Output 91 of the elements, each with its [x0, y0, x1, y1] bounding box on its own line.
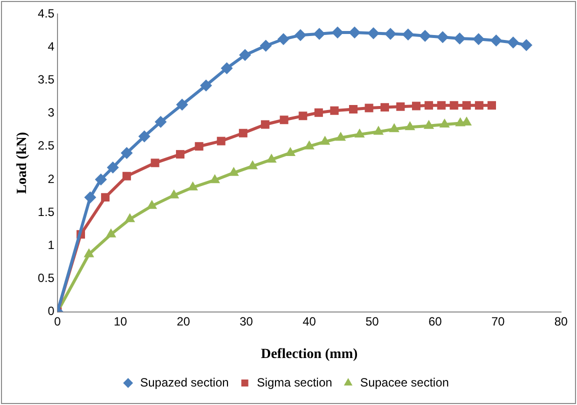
- point: [247, 160, 258, 170]
- point: [188, 181, 198, 190]
- point: [101, 193, 110, 202]
- point: [336, 132, 346, 141]
- point: [238, 128, 248, 138]
- point: [122, 172, 131, 180]
- point: [150, 158, 160, 168]
- x-tick-label: 10: [114, 314, 128, 328]
- point: [216, 136, 226, 146]
- x-tick-label: 20: [176, 314, 190, 328]
- point: [84, 248, 94, 258]
- point: [304, 140, 314, 150]
- point: [404, 121, 416, 130]
- x-axis-title: Deflection (mm): [260, 347, 358, 362]
- point: [424, 120, 434, 129]
- point: [490, 34, 502, 46]
- point: [507, 36, 520, 48]
- point: [266, 154, 277, 163]
- point: [277, 33, 290, 46]
- y-tick-label: 3: [48, 106, 55, 120]
- point: [176, 98, 188, 111]
- point: [285, 146, 296, 156]
- point: [106, 228, 116, 238]
- x-tick-label: 30: [240, 314, 254, 328]
- point: [194, 142, 204, 151]
- legend-label: Sigma section: [256, 375, 332, 390]
- point: [364, 104, 374, 112]
- point: [94, 173, 107, 186]
- point: [402, 28, 414, 41]
- point: [138, 130, 150, 142]
- point: [472, 33, 485, 46]
- point: [380, 103, 390, 112]
- point: [124, 213, 136, 222]
- point: [154, 116, 167, 128]
- point: [419, 30, 432, 42]
- point: [313, 28, 326, 40]
- point: [520, 39, 532, 52]
- point: [439, 118, 450, 128]
- point: [200, 79, 212, 92]
- point: [298, 112, 308, 120]
- y-tick-label: 0: [48, 304, 55, 318]
- y-tick-label: 3.5: [38, 72, 55, 86]
- point: [354, 128, 365, 138]
- point: [220, 62, 233, 74]
- point: [462, 101, 471, 110]
- x-tick-label: 70: [491, 314, 506, 328]
- point: [412, 102, 420, 110]
- point: [314, 108, 323, 117]
- point: [436, 31, 449, 44]
- legend-label: Supazed section: [140, 375, 229, 390]
- x-tick-label: 40: [302, 314, 316, 328]
- point: [280, 116, 288, 124]
- point: [454, 32, 466, 44]
- point: [239, 49, 252, 62]
- point: [260, 120, 270, 129]
- point: [146, 200, 158, 209]
- point: [260, 40, 272, 52]
- legend-label: Supacee section: [360, 375, 449, 390]
- point: [367, 27, 380, 40]
- point: [84, 191, 96, 204]
- point: [106, 162, 119, 174]
- point: [120, 146, 133, 159]
- point: [488, 101, 496, 110]
- point: [389, 123, 400, 132]
- point: [210, 174, 220, 184]
- point: [228, 166, 239, 176]
- y-tick-label: 1: [48, 238, 55, 252]
- point: [348, 26, 361, 39]
- point: [474, 101, 484, 110]
- x-tick-label: 50: [366, 314, 380, 328]
- y-tick-label: 4.5: [38, 6, 55, 20]
- point: [168, 189, 180, 198]
- point: [349, 105, 358, 114]
- y-tick-label: 1.5: [38, 204, 55, 219]
- point: [294, 29, 306, 42]
- y-axis-title: Load (kN): [15, 132, 30, 194]
- y-tick-label: 4: [48, 39, 55, 54]
- x-tick-label: 60: [428, 314, 442, 328]
- point: [424, 101, 434, 110]
- y-tick-label: 2.5: [38, 138, 55, 153]
- point: [330, 106, 339, 115]
- y-tick-label: 2: [48, 172, 55, 186]
- y-tick-label: 0.5: [38, 271, 55, 286]
- point: [320, 136, 330, 145]
- x-tick-label: 80: [554, 314, 568, 328]
- point: [176, 150, 184, 159]
- point: [373, 126, 384, 135]
- point: [450, 101, 458, 110]
- point: [384, 28, 396, 40]
- point: [396, 102, 405, 111]
- point: [437, 101, 446, 110]
